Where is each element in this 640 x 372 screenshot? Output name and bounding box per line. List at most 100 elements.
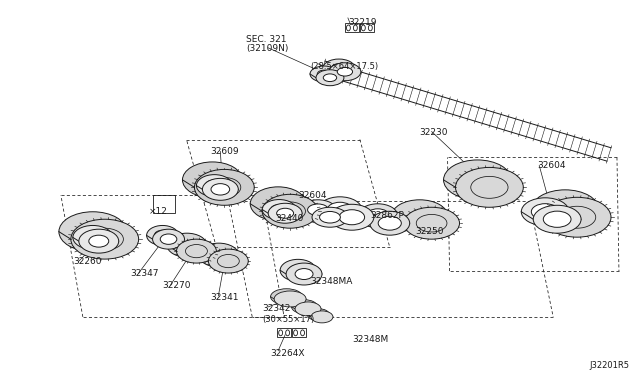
Ellipse shape <box>271 205 287 215</box>
Bar <box>292 328 306 337</box>
Ellipse shape <box>268 203 302 223</box>
Text: 32250: 32250 <box>415 227 444 236</box>
Ellipse shape <box>89 235 109 247</box>
Ellipse shape <box>332 64 347 72</box>
Ellipse shape <box>59 212 127 251</box>
Ellipse shape <box>533 205 581 233</box>
Ellipse shape <box>154 230 171 241</box>
Text: ×12: ×12 <box>148 207 168 216</box>
Ellipse shape <box>559 206 596 228</box>
Ellipse shape <box>531 203 559 220</box>
Ellipse shape <box>339 210 365 225</box>
Ellipse shape <box>295 302 321 316</box>
Text: 32342: 32342 <box>262 304 291 313</box>
Ellipse shape <box>522 198 569 226</box>
Ellipse shape <box>274 291 306 307</box>
Text: 32270: 32270 <box>163 281 191 290</box>
Bar <box>277 328 291 337</box>
Ellipse shape <box>307 309 330 321</box>
Text: 32341: 32341 <box>211 293 239 302</box>
Ellipse shape <box>182 162 243 198</box>
Ellipse shape <box>317 70 331 78</box>
Ellipse shape <box>152 229 184 249</box>
Text: 32264X: 32264X <box>270 349 305 358</box>
Text: (28.5×64×17.5): (28.5×64×17.5) <box>310 62 378 71</box>
Ellipse shape <box>79 229 118 253</box>
Ellipse shape <box>147 225 179 246</box>
Ellipse shape <box>275 202 305 221</box>
Ellipse shape <box>312 207 348 227</box>
Ellipse shape <box>196 174 232 196</box>
Ellipse shape <box>543 211 571 227</box>
Ellipse shape <box>276 208 294 218</box>
Ellipse shape <box>300 200 336 220</box>
Bar <box>152 195 175 213</box>
Ellipse shape <box>329 63 361 81</box>
Ellipse shape <box>337 67 353 76</box>
Ellipse shape <box>323 74 337 81</box>
Text: 32219: 32219 <box>348 18 376 27</box>
Ellipse shape <box>73 225 113 249</box>
Ellipse shape <box>543 197 611 237</box>
Ellipse shape <box>404 207 460 239</box>
Text: J32201R5: J32201R5 <box>589 361 629 370</box>
Ellipse shape <box>177 239 216 263</box>
Ellipse shape <box>205 180 224 191</box>
Text: 32609: 32609 <box>211 147 239 157</box>
Ellipse shape <box>310 66 338 82</box>
Ellipse shape <box>319 211 340 223</box>
Ellipse shape <box>311 311 333 323</box>
Ellipse shape <box>286 263 322 285</box>
Ellipse shape <box>262 194 318 228</box>
Ellipse shape <box>456 167 524 207</box>
Ellipse shape <box>358 204 397 228</box>
Text: SEC. 321: SEC. 321 <box>246 35 287 44</box>
Ellipse shape <box>71 219 139 259</box>
Text: 32604: 32604 <box>298 191 326 201</box>
Ellipse shape <box>330 204 374 230</box>
Ellipse shape <box>195 169 254 205</box>
Ellipse shape <box>318 197 362 223</box>
Ellipse shape <box>308 204 328 215</box>
Ellipse shape <box>186 244 207 258</box>
Text: 32604: 32604 <box>537 161 566 170</box>
Ellipse shape <box>209 249 248 273</box>
Text: 32348M: 32348M <box>352 335 388 344</box>
Ellipse shape <box>444 160 511 200</box>
Text: 32348MA: 32348MA <box>310 277 353 286</box>
Ellipse shape <box>316 70 344 86</box>
Ellipse shape <box>160 234 177 244</box>
Ellipse shape <box>208 177 241 197</box>
Text: 32347: 32347 <box>131 269 159 278</box>
Ellipse shape <box>202 179 238 200</box>
Ellipse shape <box>416 214 447 232</box>
Ellipse shape <box>86 228 124 250</box>
Text: 32862P: 32862P <box>370 211 404 220</box>
Text: 32230: 32230 <box>420 128 448 137</box>
Ellipse shape <box>218 254 239 268</box>
Text: 32260: 32260 <box>73 257 101 266</box>
Ellipse shape <box>291 300 317 314</box>
Bar <box>345 23 359 32</box>
Text: (30×55×17): (30×55×17) <box>262 315 314 324</box>
Ellipse shape <box>327 202 353 217</box>
Text: 32440: 32440 <box>275 214 303 223</box>
Ellipse shape <box>370 211 410 235</box>
Ellipse shape <box>167 233 207 257</box>
Ellipse shape <box>531 190 599 230</box>
Ellipse shape <box>271 289 303 305</box>
Ellipse shape <box>295 269 313 279</box>
Ellipse shape <box>250 187 306 221</box>
Ellipse shape <box>323 59 355 77</box>
Ellipse shape <box>378 216 401 230</box>
Ellipse shape <box>262 199 296 219</box>
Ellipse shape <box>280 259 316 281</box>
Text: (32109N): (32109N) <box>246 44 289 53</box>
Ellipse shape <box>199 243 239 267</box>
Ellipse shape <box>392 200 447 232</box>
Ellipse shape <box>211 184 230 195</box>
Ellipse shape <box>471 176 508 198</box>
Ellipse shape <box>289 265 307 276</box>
Ellipse shape <box>83 231 103 243</box>
Bar <box>360 23 374 32</box>
